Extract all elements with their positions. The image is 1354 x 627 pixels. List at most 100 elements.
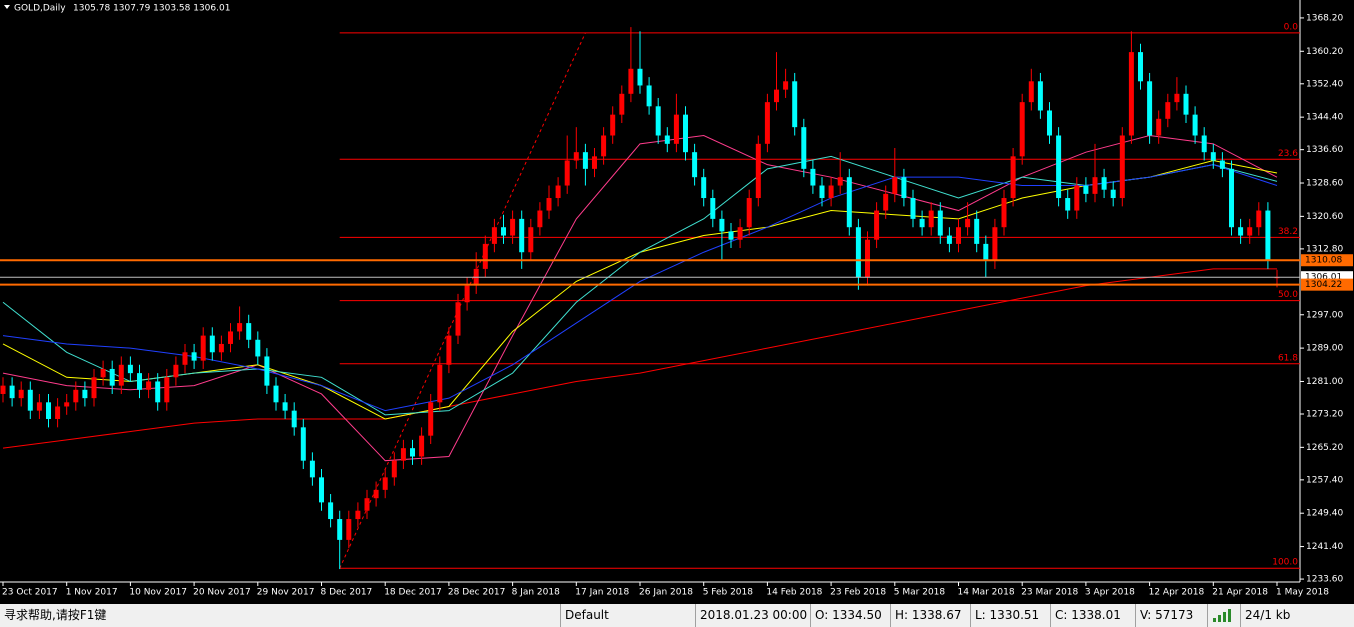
candle-body bbox=[18, 389, 24, 399]
candle-body bbox=[1174, 93, 1180, 103]
candle-body bbox=[564, 160, 570, 186]
candle-body bbox=[1265, 210, 1271, 261]
candle-body bbox=[582, 152, 588, 169]
x-tick-label: 23 Oct 2017 bbox=[2, 588, 58, 598]
candle-body bbox=[228, 331, 233, 344]
candle-body bbox=[437, 364, 443, 403]
candle-body bbox=[109, 368, 115, 386]
menu-icon[interactable] bbox=[4, 5, 10, 9]
y-tick-label: 1289.00 bbox=[1306, 344, 1343, 354]
candle-body bbox=[1238, 227, 1244, 236]
candle-body bbox=[1019, 102, 1025, 157]
price-label-box bbox=[1301, 254, 1353, 267]
candle-body bbox=[755, 143, 761, 199]
candle-body bbox=[946, 235, 952, 244]
x-tick-label: 14 Mar 2018 bbox=[958, 588, 1015, 598]
candle-body bbox=[382, 477, 388, 490]
candle-body bbox=[364, 498, 370, 511]
status-connection-icon bbox=[1207, 604, 1240, 627]
candle-body bbox=[783, 81, 789, 90]
candle-body bbox=[1138, 52, 1143, 82]
y-tick-label: 1233.60 bbox=[1306, 575, 1343, 585]
candle-body bbox=[601, 135, 607, 157]
candle-body bbox=[683, 114, 688, 153]
chart: GOLD,Daily 1305.78 1307.79 1303.58 1306.… bbox=[0, 0, 1353, 598]
x-tick-label: 20 Nov 2017 bbox=[193, 588, 251, 598]
candle-body bbox=[127, 364, 133, 374]
candle-body bbox=[373, 489, 379, 499]
x-tick-label: 5 Feb 2018 bbox=[703, 588, 754, 598]
candle-body bbox=[828, 185, 834, 199]
candle-body bbox=[1010, 156, 1016, 199]
candle-body bbox=[746, 198, 752, 228]
candle-body bbox=[801, 127, 807, 169]
candle-body bbox=[391, 460, 397, 478]
x-tick-label: 8 Jan 2018 bbox=[512, 588, 560, 598]
candle-body bbox=[455, 302, 461, 336]
candle-body bbox=[764, 102, 770, 144]
candle-body bbox=[273, 385, 279, 403]
status-close: C: 1338.01 bbox=[1050, 604, 1135, 627]
candle-body bbox=[1119, 135, 1125, 199]
candle-body bbox=[555, 185, 561, 199]
status-traffic: 24/1 kb bbox=[1240, 604, 1354, 627]
candle-body bbox=[319, 477, 324, 503]
candle-body bbox=[819, 185, 825, 199]
candle-body bbox=[46, 402, 51, 419]
candle-body bbox=[1047, 110, 1052, 136]
candle-body bbox=[974, 218, 980, 244]
x-tick-label: 29 Nov 2017 bbox=[257, 588, 315, 598]
chart-subtitle: 1305.78 1307.79 1303.58 1306.01 bbox=[73, 4, 230, 14]
x-tick-label: 28 Dec 2017 bbox=[448, 588, 506, 598]
candle-body bbox=[309, 460, 315, 478]
fib-label: 61.8 bbox=[1278, 353, 1298, 363]
candle-body bbox=[610, 114, 616, 136]
candle-body bbox=[146, 381, 152, 390]
candle-body bbox=[537, 210, 543, 228]
candle-body bbox=[910, 198, 916, 219]
y-tick-label: 1257.40 bbox=[1306, 475, 1343, 485]
candle-body bbox=[1092, 177, 1098, 194]
candle-body bbox=[1229, 168, 1234, 228]
candle-body bbox=[1037, 81, 1043, 111]
candle-body bbox=[919, 218, 925, 228]
candle-body bbox=[619, 93, 625, 115]
y-tick-label: 1352.40 bbox=[1306, 79, 1343, 89]
x-tick-label: 8 Dec 2017 bbox=[321, 588, 373, 598]
candle-body bbox=[1165, 102, 1171, 119]
y-tick-label: 1241.40 bbox=[1306, 542, 1343, 552]
status-help: 寻求帮助,请按F1键 bbox=[4, 608, 107, 622]
candle-body bbox=[264, 356, 270, 386]
candle-body bbox=[173, 364, 179, 378]
x-tick-label: 5 Mar 2018 bbox=[894, 588, 946, 598]
candle-body bbox=[646, 85, 652, 107]
candle-body bbox=[346, 519, 352, 540]
candle-body bbox=[737, 227, 743, 240]
candle-body bbox=[901, 177, 907, 199]
candle-body bbox=[937, 210, 943, 236]
y-tick-label: 1312.80 bbox=[1306, 244, 1343, 254]
status-profile[interactable]: Default bbox=[560, 604, 695, 627]
candle-body bbox=[528, 227, 534, 253]
candle-body bbox=[55, 406, 61, 419]
fib-label: 50.0 bbox=[1278, 290, 1298, 300]
status-time: 2018.01.23 00:00 bbox=[695, 604, 810, 627]
status-open: O: 1334.50 bbox=[810, 604, 890, 627]
candle-body bbox=[846, 177, 852, 228]
y-tick-label: 1336.60 bbox=[1306, 145, 1343, 155]
candle-body bbox=[400, 448, 406, 461]
x-tick-label: 23 Feb 2018 bbox=[830, 588, 886, 598]
x-tick-label: 10 Nov 2017 bbox=[129, 588, 187, 598]
y-tick-label: 1320.60 bbox=[1306, 212, 1343, 222]
fib-label: 23.6 bbox=[1278, 149, 1298, 159]
candle-body bbox=[692, 152, 698, 178]
candle-body bbox=[291, 410, 297, 428]
status-bar: 寻求帮助,请按F1键 Default 2018.01.23 00:00 O: 1… bbox=[0, 604, 1354, 627]
candle-body bbox=[837, 177, 843, 186]
candle-body bbox=[1210, 152, 1216, 161]
candle-body bbox=[491, 227, 497, 244]
candle-body bbox=[446, 335, 452, 365]
candle-body bbox=[673, 114, 679, 144]
candle-body bbox=[419, 435, 425, 457]
y-tick-label: 1265.20 bbox=[1306, 443, 1343, 453]
